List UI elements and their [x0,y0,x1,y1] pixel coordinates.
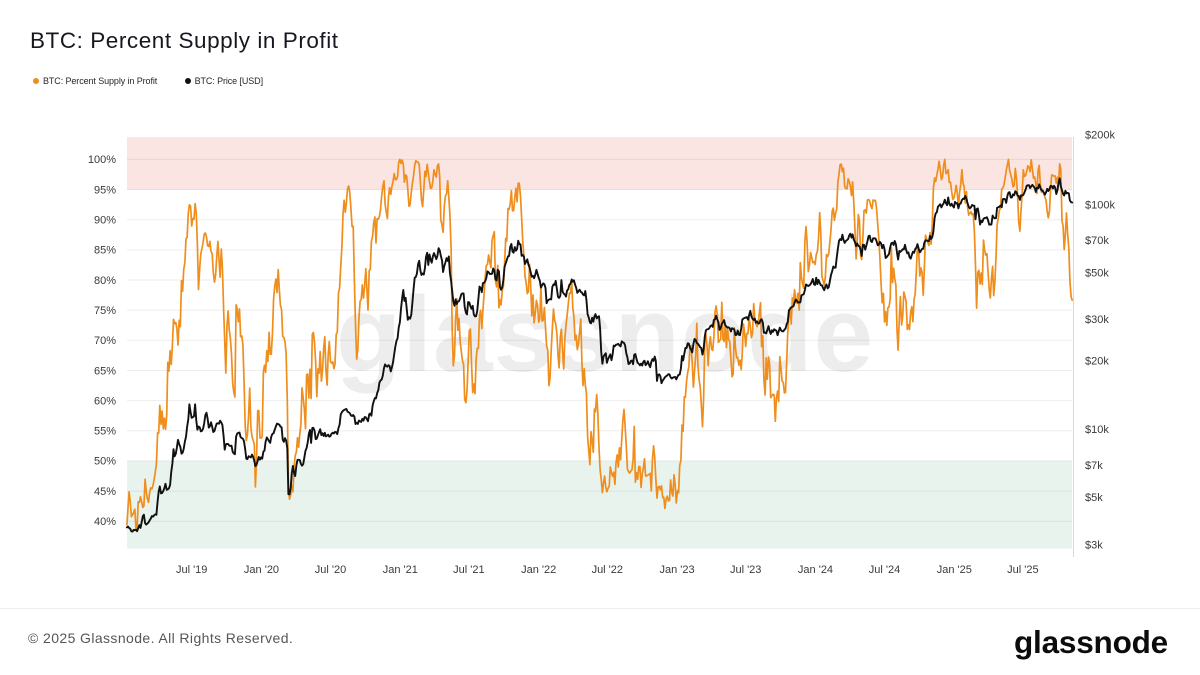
svg-text:75%: 75% [94,305,116,317]
svg-text:glassnode: glassnode [336,274,874,394]
svg-text:55%: 55% [94,426,116,438]
svg-text:Jan '23: Jan '23 [660,564,695,576]
svg-text:85%: 85% [94,245,116,257]
svg-text:50%: 50% [94,456,116,468]
svg-text:$30k: $30k [1085,314,1109,326]
svg-text:60%: 60% [94,395,116,407]
svg-text:$200k: $200k [1085,130,1115,142]
svg-text:Jul '20: Jul '20 [315,564,346,576]
svg-text:40%: 40% [94,516,116,528]
svg-text:$5k: $5k [1085,492,1103,504]
svg-text:100%: 100% [88,154,116,166]
svg-text:65%: 65% [94,365,116,377]
svg-text:Jul '25: Jul '25 [1007,564,1038,576]
svg-text:Jan '21: Jan '21 [383,564,418,576]
svg-text:Jan '22: Jan '22 [521,564,556,576]
svg-text:Jul '22: Jul '22 [592,564,623,576]
svg-text:Jan '20: Jan '20 [244,564,279,576]
svg-text:Jan '24: Jan '24 [798,564,833,576]
svg-text:$20k: $20k [1085,356,1109,368]
svg-text:$7k: $7k [1085,460,1103,472]
svg-text:Jul '21: Jul '21 [453,564,484,576]
svg-text:Jul '24: Jul '24 [869,564,900,576]
svg-text:Jul '23: Jul '23 [730,564,761,576]
svg-text:70%: 70% [94,335,116,347]
svg-text:$70k: $70k [1085,235,1109,247]
svg-text:Jan '25: Jan '25 [937,564,972,576]
svg-text:95%: 95% [94,184,116,196]
svg-text:90%: 90% [94,215,116,227]
svg-text:Jul '19: Jul '19 [176,564,207,576]
svg-text:$100k: $100k [1085,200,1115,212]
svg-text:$3k: $3k [1085,540,1103,552]
svg-text:80%: 80% [94,275,116,287]
svg-text:45%: 45% [94,486,116,498]
svg-text:$10k: $10k [1085,424,1109,436]
svg-text:$50k: $50k [1085,268,1109,280]
